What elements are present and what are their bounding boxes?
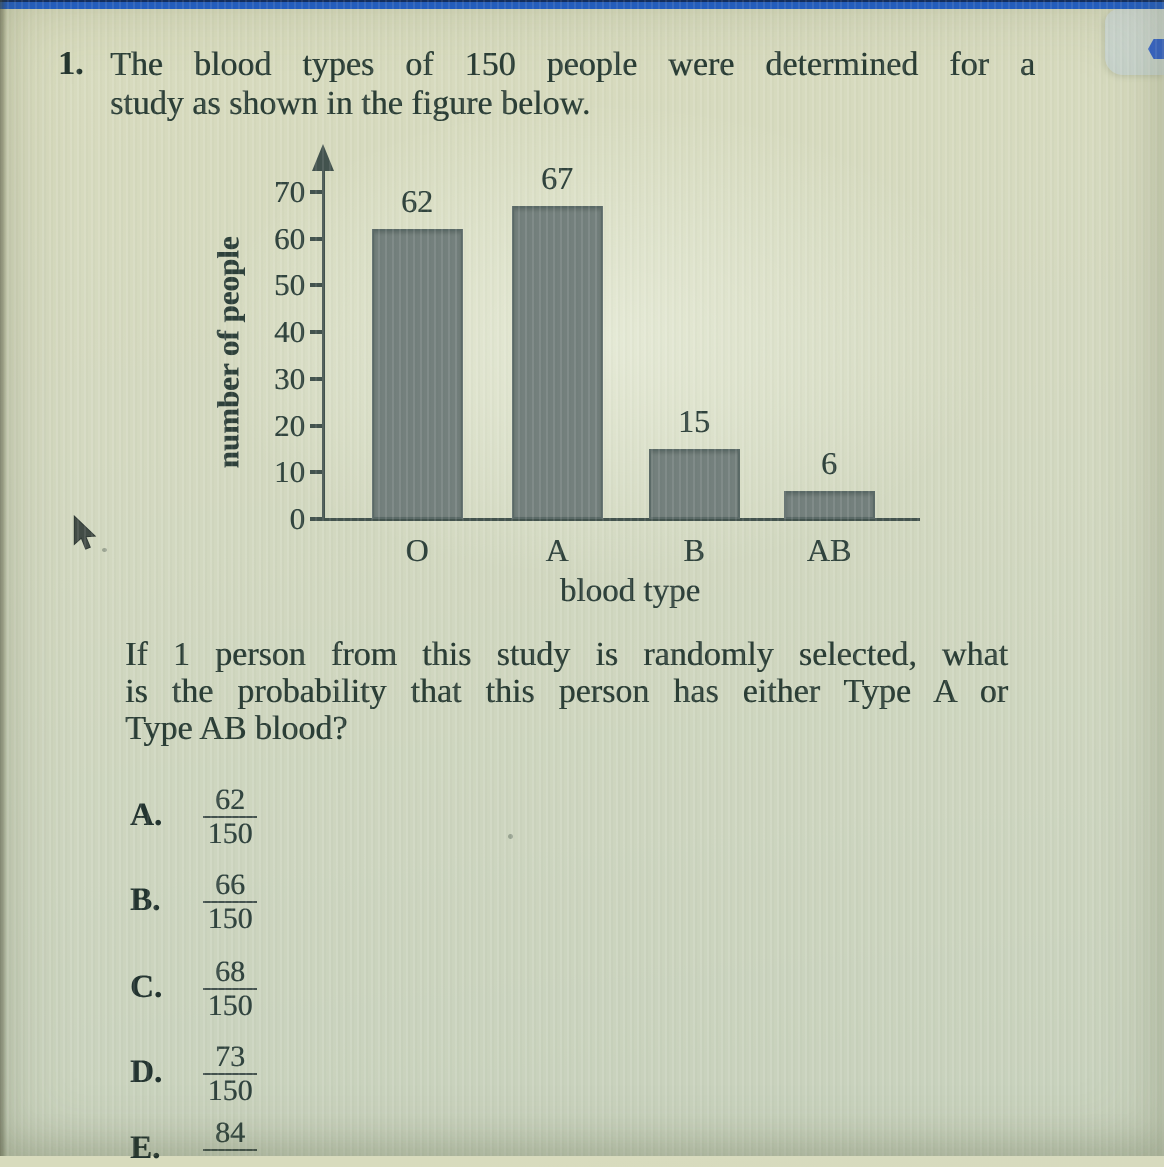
fraction-numerator: 66 <box>215 868 245 901</box>
y-tick-label: 20 <box>274 407 305 443</box>
question-body-line1: If 1 person from this study is randomly … <box>125 636 1008 673</box>
y-tick: 40 <box>233 315 323 349</box>
bar-B <box>648 449 740 519</box>
photo-speck <box>508 834 513 839</box>
fraction-numerator: 68 <box>215 955 245 988</box>
question-body: If 1 person from this study is randomly … <box>125 636 1008 747</box>
y-tick: 70 <box>233 175 323 209</box>
y-tick-mark <box>310 330 323 335</box>
fraction-denominator: 150 <box>203 988 257 1022</box>
y-axis-arrow-icon <box>312 144 334 171</box>
answer-letter: B. <box>130 882 161 918</box>
y-tick-mark <box>310 376 323 381</box>
y-tick-label: 30 <box>274 360 305 396</box>
cursor-shadow-dot <box>102 548 107 552</box>
bar-value-label: 6 <box>821 445 837 481</box>
bar-O <box>371 229 463 519</box>
answer-fraction: 62 150 <box>203 784 257 850</box>
question-body-line2: is the probability that this person has … <box>125 673 1008 710</box>
y-tick-mark <box>310 190 323 194</box>
question-number: 1. <box>58 45 84 82</box>
x-category-label: O <box>405 532 429 568</box>
y-tick: 60 <box>233 220 323 256</box>
answer-choice-C[interactable]: C. 68 150 <box>130 956 257 1022</box>
answer-letter: A. <box>130 797 163 833</box>
y-tick: 30 <box>233 360 323 396</box>
fraction-numerator: 62 <box>215 783 245 816</box>
y-tick: 0 <box>233 502 323 536</box>
answer-letter: D. <box>130 1054 163 1090</box>
x-axis-title: blood type <box>559 573 701 609</box>
answer-fraction: 66 150 <box>203 869 257 935</box>
answer-fraction: 73 150 <box>203 1041 257 1107</box>
y-tick-label: 10 <box>274 454 305 490</box>
answer-choice-B[interactable]: B. 66 150 <box>130 869 257 935</box>
y-tick-mark <box>310 423 323 428</box>
y-tick-mark <box>310 517 323 521</box>
fraction-denominator: 150 <box>203 901 257 935</box>
y-tick-label: 70 <box>274 174 305 209</box>
x-category-label: AB <box>806 532 852 568</box>
question-title-line2: study as shown in the figure below. <box>110 85 591 122</box>
mouse-cursor-icon <box>73 515 97 550</box>
answer-letter: C. <box>130 969 163 1005</box>
y-tick-mark <box>310 283 323 288</box>
photo-left-edge-shadow <box>0 0 7 1156</box>
x-axis-line <box>321 518 920 521</box>
y-tick-mark <box>310 236 323 241</box>
y-tick-label: 40 <box>274 314 305 350</box>
question-body-line3: Type AB blood? <box>125 710 348 747</box>
answer-fraction: 84 <box>203 1117 257 1151</box>
answer-choice-A[interactable]: A. 62 150 <box>130 784 257 850</box>
y-tick-label: 60 <box>274 220 305 256</box>
fraction-denominator: 150 <box>203 1073 257 1107</box>
bar-value-label: 67 <box>541 160 573 196</box>
bar-value-label: 15 <box>678 403 710 439</box>
answer-fraction: 68 150 <box>203 956 257 1022</box>
answer-choice-E[interactable]: E. 84 <box>130 1117 257 1167</box>
x-category-label: B <box>683 532 705 568</box>
y-tick-label: 50 <box>274 267 305 303</box>
answer-choice-D[interactable]: D. 73 150 <box>130 1041 257 1107</box>
y-tick-label: 0 <box>289 501 306 536</box>
y-tick: 10 <box>233 455 323 489</box>
x-category-label: A <box>545 532 569 568</box>
y-tick: 20 <box>233 407 323 443</box>
answer-letter: E. <box>130 1130 161 1166</box>
y-tick-mark <box>310 470 323 475</box>
window-accent-bar <box>0 0 1164 9</box>
fraction-denominator <box>203 1149 257 1151</box>
question-title: The blood types of 150 people were deter… <box>110 45 1035 123</box>
bar-AB <box>783 491 875 519</box>
y-axis-line <box>322 152 325 521</box>
y-tick: 50 <box>233 268 323 302</box>
bar-A <box>511 206 603 519</box>
bar-value-label: 62 <box>401 183 433 219</box>
fraction-numerator: 84 <box>215 1116 245 1149</box>
fraction-numerator: 73 <box>215 1040 245 1073</box>
browser-button-corner[interactable] <box>1105 9 1164 75</box>
blue-arrow-icon <box>1148 39 1164 59</box>
fraction-denominator: 150 <box>203 816 257 850</box>
question-title-line1: The blood types of 150 people were deter… <box>110 46 1035 83</box>
